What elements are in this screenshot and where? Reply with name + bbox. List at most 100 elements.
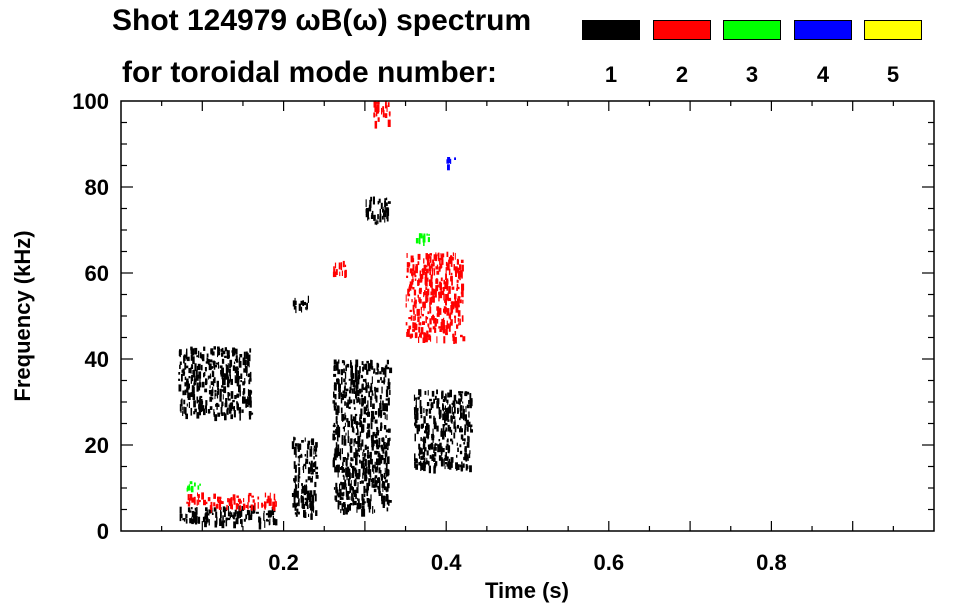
spectrum-speck: [380, 202, 383, 209]
spectrum-speck: [248, 362, 250, 368]
spectrum-speck: [422, 321, 425, 325]
spectrum-speck: [332, 400, 334, 404]
spectrum-speck: [219, 518, 222, 526]
spectrum-speck: [441, 326, 444, 331]
spectrum-speck: [470, 393, 472, 399]
spectrum-speck: [438, 439, 441, 442]
spectrum-speck: [213, 507, 217, 512]
spectrum-speck: [265, 513, 269, 516]
spectrum-speck: [414, 433, 416, 442]
spectrum-speck: [228, 404, 230, 411]
spectrum-speck: [258, 521, 262, 530]
spectrum-speck: [424, 271, 428, 278]
spectrum-speck: [244, 365, 248, 373]
spectrum-speck: [406, 329, 410, 337]
spectrum-speck: [389, 437, 391, 441]
spectrum-speck: [427, 288, 430, 296]
spectrum-speck: [381, 380, 384, 383]
spectrum-speck: [219, 395, 222, 402]
spectrum-speck: [376, 101, 379, 104]
spectrum-speck: [468, 411, 470, 418]
spectrum-speck: [362, 451, 364, 457]
spectrum-speck: [244, 364, 246, 367]
spectrum-speck: [344, 401, 346, 406]
spectrum-speck: [446, 264, 449, 271]
spectrum-speck: [434, 395, 437, 400]
spectrum-speck: [227, 398, 231, 401]
spectrum-speck: [178, 372, 181, 375]
spectrum-speck: [366, 426, 369, 429]
spectrum-speck: [342, 508, 345, 515]
spectrum-speck: [243, 351, 246, 360]
spectrum-speck: [347, 492, 349, 500]
spectrum-speck: [457, 286, 460, 290]
spectrum-speck: [361, 361, 364, 365]
spectrum-speck: [377, 485, 380, 490]
spectrum-speck: [181, 373, 183, 382]
spectrum-speck: [407, 288, 410, 292]
spectrum-speck: [428, 465, 431, 474]
spectrum-speck: [298, 303, 301, 311]
spectrum-speck: [452, 256, 454, 261]
spectrum-speck: [450, 415, 453, 423]
spectrum-speck: [191, 519, 194, 525]
spectrum-speck: [293, 461, 296, 469]
spectrum-speck: [389, 389, 391, 395]
spectrum-speck: [367, 382, 369, 387]
spectrum-speck: [453, 394, 457, 402]
spectrum-speck: [184, 389, 187, 396]
spectrum-speck: [337, 453, 341, 457]
spectrum-speck: [304, 437, 306, 442]
spectrum-speck: [221, 358, 225, 364]
spectrum-speck: [421, 455, 425, 460]
spectrum-speck: [245, 504, 248, 508]
spectrum-speck: [372, 484, 376, 488]
spectrum-speck: [243, 368, 246, 373]
spectrum-speck: [217, 352, 219, 355]
spectrum-speck: [184, 382, 187, 387]
spectrum-speck: [437, 252, 440, 260]
spectrum-speck: [376, 426, 378, 431]
spectrum-speck: [337, 369, 341, 375]
spectrum-speck: [345, 467, 348, 476]
spectrum-speck: [343, 435, 346, 440]
spectrum-speck: [357, 389, 360, 397]
spectrum-speck: [221, 522, 225, 529]
spectrum-speck: [354, 438, 356, 443]
spectrum-speck: [438, 291, 440, 295]
y-tick-label: 20: [85, 433, 109, 458]
spectrum-speck: [385, 494, 389, 498]
spectrum-speck: [266, 519, 269, 522]
spectrum-speck: [294, 482, 296, 489]
spectrum-speck: [221, 405, 223, 408]
spectrum-speck: [413, 407, 417, 411]
spectrum-speck: [439, 442, 442, 451]
spectrum-speck: [381, 386, 383, 394]
spectrum-speck: [270, 513, 273, 517]
spectrum-speck: [230, 512, 233, 517]
spectrum-speck: [352, 487, 354, 495]
spectrum-speck: [294, 300, 297, 306]
spectrum-speck: [415, 409, 419, 417]
spectrum-speck: [364, 455, 366, 462]
spectrum-speck: [343, 439, 347, 446]
spectrum-speck: [410, 255, 414, 263]
spectrum-speck: [467, 456, 469, 461]
spectrum-speck: [333, 266, 335, 275]
spectrum-speck: [239, 413, 241, 421]
spectrum-speck: [422, 235, 426, 243]
spectrum-speck: [353, 387, 356, 394]
spectrum-speck: [375, 432, 379, 435]
spectrum-speck: [384, 412, 386, 420]
spectrum-speck: [188, 498, 191, 505]
spectrum-speck: [349, 474, 351, 480]
spectrum-speck: [363, 485, 366, 494]
spectrum-speck: [425, 265, 428, 268]
spectrum-speck: [438, 258, 441, 262]
spectrum-speck: [355, 415, 357, 423]
spectrum-speck: [205, 400, 208, 406]
spectrum-speck: [359, 398, 361, 405]
spectrum-speck: [249, 348, 252, 353]
spectrum-speck: [227, 498, 229, 503]
spectrum-speck: [445, 456, 449, 461]
